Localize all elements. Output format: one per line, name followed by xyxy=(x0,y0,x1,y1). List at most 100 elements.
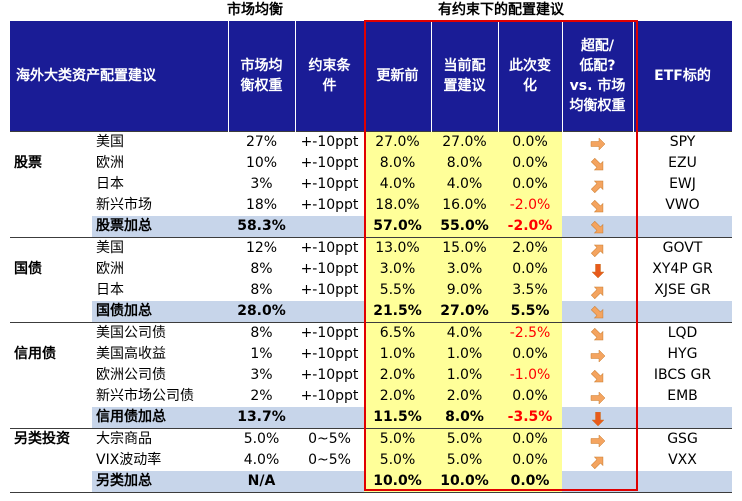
market-weight-cell: 18% xyxy=(245,197,278,213)
change-cell: 0.0% xyxy=(498,386,562,407)
table-row: 新兴市场公司债 2% +-10ppt 2.0% 2.0% 0.0% EMB xyxy=(10,386,732,407)
subtotal-row: 国债加总 28.0% 21.5% 27.0% 5.5% xyxy=(10,301,732,323)
change-cell: 0.0% xyxy=(498,450,562,471)
market-weight-cell: 3% xyxy=(250,367,273,383)
constraint-cell: +-10ppt xyxy=(300,261,359,277)
change-cell: -3.5% xyxy=(498,407,562,429)
category-cell xyxy=(10,131,92,153)
market-weight-cell: 27% xyxy=(228,131,295,153)
current-weight-cell: 16.0% xyxy=(431,195,498,216)
asset-name-cell: 欧洲 xyxy=(96,261,124,277)
category-cell xyxy=(10,450,92,471)
market-weight-cell: 13.7% xyxy=(228,407,295,429)
header-market-weight: 市场均 衡权重 xyxy=(228,21,296,132)
current-weight-cell: 1.0% xyxy=(431,365,498,386)
etf-ticker-cell: XY4P GR xyxy=(652,261,713,277)
table-row: 美国 12% +-10ppt 13.0% 15.0% 2.0% GOVT xyxy=(10,237,732,259)
before-weight-cell: 8.0% xyxy=(364,153,431,174)
before-weight-cell: 21.5% xyxy=(364,301,431,323)
etf-ticker-cell xyxy=(633,301,732,323)
asset-name-cell: 信用债加总 xyxy=(92,407,228,429)
current-weight-cell: 5.0% xyxy=(431,450,498,471)
current-weight-cell: 8.0% xyxy=(431,407,498,429)
current-weight-cell: 4.0% xyxy=(431,322,498,344)
market-weight-cell: 4.0% xyxy=(243,452,280,468)
overweight-indicator-cell xyxy=(562,407,633,429)
change-cell: 5.5% xyxy=(498,301,562,323)
current-weight-cell: 27.0% xyxy=(431,301,498,323)
market-weight-cell: 3% xyxy=(250,176,273,192)
arrow-right-icon xyxy=(562,434,633,448)
market-weight-cell: 58.3% xyxy=(228,216,295,238)
table-row: 美国 27% +-10ppt 27.0% 27.0% 0.0% SPY xyxy=(10,131,732,153)
table-row: 日本 3% +-10ppt 4.0% 4.0% 0.0% EWJ xyxy=(10,174,732,195)
before-weight-cell: 2.0% xyxy=(364,386,431,407)
etf-ticker-cell: GOVT xyxy=(633,237,732,259)
before-weight-cell: 3.0% xyxy=(364,259,431,280)
constraint-cell: 0~5% xyxy=(308,452,351,468)
current-weight-cell: 15.0% xyxy=(431,237,498,259)
table-body: 美国 27% +-10ppt 27.0% 27.0% 0.0% SPY 股票 欧洲 10% +-10… xyxy=(10,131,732,493)
arrow-up-right-icon xyxy=(562,285,633,299)
arrow-right-icon xyxy=(562,137,633,151)
etf-ticker-cell: LQD xyxy=(633,322,732,344)
category-cell: 国债 xyxy=(14,261,42,277)
change-cell: 0.0% xyxy=(498,428,562,450)
overweight-indicator-cell xyxy=(562,301,633,323)
category-cell xyxy=(10,365,92,386)
before-weight-cell: 13.0% xyxy=(364,237,431,259)
before-weight-cell: 10.0% xyxy=(364,471,431,493)
category-cell xyxy=(10,407,92,429)
category-cell: 股票 xyxy=(14,155,42,171)
before-weight-cell: 4.0% xyxy=(364,174,431,195)
table-row: 股票 欧洲 10% +-10ppt 8.0% 8.0% 0.0% EZU xyxy=(10,153,732,174)
table-row: VIX波动率 4.0% 0~5% 5.0% 5.0% 0.0% VXX xyxy=(10,450,732,471)
constraint-cell: +-10ppt xyxy=(300,197,359,213)
table-row: 信用债 美国高收益 1% +-10ppt 1.0% 1.0% 0.0% HYG xyxy=(10,344,732,365)
etf-ticker-cell xyxy=(633,471,732,493)
etf-ticker-cell: VWO xyxy=(665,197,700,213)
market-weight-cell: 2% xyxy=(250,388,273,404)
change-cell: -2.5% xyxy=(498,322,562,344)
constraint-cell: +-10ppt xyxy=(295,131,364,153)
asset-name-cell: 欧洲 xyxy=(96,155,124,171)
current-weight-cell: 1.0% xyxy=(431,344,498,365)
constraint-cell: +-10ppt xyxy=(295,237,364,259)
constraint-cell xyxy=(295,471,364,493)
current-weight-cell: 10.0% xyxy=(431,471,498,493)
current-weight-cell: 9.0% xyxy=(431,280,498,301)
etf-ticker-cell: VXX xyxy=(668,452,697,468)
overweight-indicator-cell xyxy=(562,153,633,174)
overweight-indicator-cell xyxy=(562,174,633,195)
asset-name-cell: 新兴市场公司债 xyxy=(96,388,194,404)
overweight-indicator-cell xyxy=(562,386,633,407)
constraint-cell: +-10ppt xyxy=(300,176,359,192)
constraint-cell: +-10ppt xyxy=(295,322,364,344)
asset-name-cell: 大宗商品 xyxy=(92,428,228,450)
overweight-indicator-cell xyxy=(562,195,633,216)
change-cell: 0.0% xyxy=(498,174,562,195)
category-cell xyxy=(10,280,92,301)
constraint-cell xyxy=(295,301,364,323)
asset-name-cell: 美国高收益 xyxy=(96,346,166,362)
constrained-allocation-label: 有约束下的配置建议 xyxy=(438,2,564,18)
arrow-down-icon xyxy=(562,264,633,278)
current-weight-cell: 4.0% xyxy=(431,174,498,195)
market-equilibrium-label: 市场均衡 xyxy=(227,2,283,18)
current-weight-cell: 8.0% xyxy=(431,153,498,174)
etf-ticker-cell: EMB xyxy=(667,388,698,404)
change-cell: 0.0% xyxy=(498,153,562,174)
overweight-indicator-cell xyxy=(562,237,633,259)
subtotal-row: 另类加总 N/A 10.0% 10.0% 0.0% xyxy=(10,471,732,493)
etf-ticker-cell: HYG xyxy=(667,346,698,362)
etf-ticker-cell: SPY xyxy=(633,131,732,153)
category-cell: 另类投资 xyxy=(10,428,92,450)
before-weight-cell: 5.5% xyxy=(364,280,431,301)
header-constraint: 约束条件 xyxy=(295,21,365,132)
before-weight-cell: 11.5% xyxy=(364,407,431,429)
before-weight-cell: 5.0% xyxy=(364,450,431,471)
constraint-cell: +-10ppt xyxy=(300,346,359,362)
asset-name-cell: 国债加总 xyxy=(92,301,228,323)
header-over-under: 超配/低配? vs. 市场 均衡权重 xyxy=(562,21,634,132)
asset-name-cell: 欧洲公司债 xyxy=(96,367,166,383)
